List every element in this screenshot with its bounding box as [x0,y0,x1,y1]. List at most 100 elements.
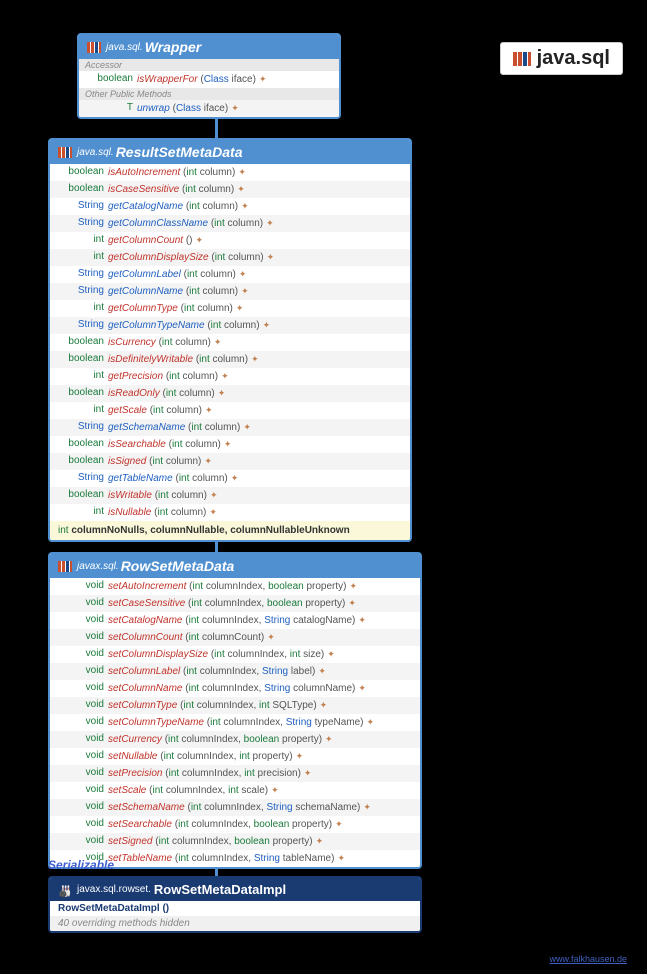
pkg-prefix: javax.sql. [77,561,119,572]
throws-icon: ✦ [214,337,222,347]
pkg-prefix: javax.sql.rowset. [77,884,151,895]
method-row: StringgetColumnLabel (int column)✦ [50,266,410,283]
method-name: getPrecision [108,371,163,382]
method-name: getColumnDisplaySize [108,252,209,263]
method-params: (int column) [155,490,207,501]
method-name: isCurrency [108,337,156,348]
method-params: (int columnIndex, String schemaName) [187,802,360,813]
method-name: getCatalogName [108,201,183,212]
throws-icon: ✦ [209,507,217,517]
throws-icon: ✦ [224,439,232,449]
method-row: booleanisReadOnly (int column)✦ [50,385,410,402]
method-row: StringgetCatalogName (int column)✦ [50,198,410,215]
method-name: getColumnCount [108,235,183,246]
method-params: (int column) [162,388,214,399]
method-params: (int column) [175,473,227,484]
class-header: javax.sql. RowSetMetaData [50,554,420,578]
method-name: isCaseSensitive [108,184,179,195]
method-params: (int column) [166,371,218,382]
return-type: String [56,216,108,231]
return-type: String [56,284,108,299]
section-label: Other Public Methods [79,88,339,100]
throws-icon: ✦ [316,836,324,846]
method-name: isAutoIncrement [108,167,180,178]
method-params: (int column) [183,167,235,178]
method-name: getColumnType [108,303,178,314]
method-name: getColumnName [108,286,183,297]
section-label: Accessor [79,59,339,71]
return-type: int [56,233,108,248]
serializable-label: Serializable [48,858,114,872]
return-type: boolean [56,454,108,469]
method-params: (int column) [188,422,240,433]
return-type: int [56,403,108,418]
method-name: getTableName [108,473,173,484]
method-row: StringgetColumnName (int column)✦ [50,283,410,300]
class-name: ResultSetMetaData [116,144,243,160]
return-type: String [56,420,108,435]
return-type: void [56,817,108,832]
throws-icon: ✦ [296,751,304,761]
footer-link[interactable]: www.falkhausen.de [549,954,627,964]
return-type: void [56,647,108,662]
method-params: (int column) [154,507,206,518]
throws-icon: ✦ [327,649,335,659]
method-name: setColumnCount [108,632,182,643]
throws-icon: ✦ [237,184,245,194]
return-type: boolean [56,386,108,401]
method-params: (int column) [181,303,233,314]
throws-icon: ✦ [259,74,267,84]
class-box-rowsetmetadata: javax.sql. RowSetMetaData voidsetAutoInc… [48,552,422,869]
method-params: (int column) [159,337,211,348]
method-params: (int column) [184,269,236,280]
method-name: setColumnName [108,683,182,694]
method-params: (int columnIndex, String tableName) [175,853,335,864]
return-type: void [56,681,108,696]
method-name: isReadOnly [108,388,160,399]
method-row: voidsetCatalogName (int columnIndex, Str… [50,612,420,629]
books-icon [513,52,531,66]
return-type: boolean [56,335,108,350]
method-row: StringgetTableName (int column)✦ [50,470,410,487]
method-row: voidsetSearchable (int columnIndex, bool… [50,816,420,833]
method-name: setCurrency [108,734,162,745]
method-params: (int column) [207,320,259,331]
method-params: (int columnIndex, String label) [183,666,315,677]
method-row: voidsetColumnLabel (int columnIndex, Str… [50,663,420,680]
return-type: boolean [56,437,108,452]
method-params: (int column) [182,184,234,195]
throws-icon: ✦ [367,717,375,727]
method-params: (int column) [150,405,202,416]
method-row: voidsetCaseSensitive (int columnIndex, b… [50,595,420,612]
throws-icon: ✦ [204,456,212,466]
method-params: (int columnIndex, int precision) [165,768,301,779]
method-name: setColumnType [108,700,177,711]
method-row: voidsetAutoIncrement (int columnIndex, b… [50,578,420,595]
method-name: getScale [108,405,147,416]
method-row: booleanisCaseSensitive (int column)✦ [50,181,410,198]
method-name: setColumnLabel [108,666,180,677]
books-icon [58,561,72,572]
method-params: (int columnIndex, String columnName) [185,683,355,694]
return-type: void [56,715,108,730]
throws-icon: ✦ [348,598,356,608]
return-type: String [56,267,108,282]
return-type: boolean [56,488,108,503]
method-params: (int column) [211,252,263,263]
method-params: (int columnIndex, int property) [160,751,292,762]
method-name: setAutoIncrement [108,581,186,592]
class-name: RowSetMetaData [121,558,235,574]
return-type: T [85,101,137,116]
class-name: Wrapper [145,39,202,55]
pkg-prefix: java.sql. [106,42,143,53]
throws-icon: ✦ [236,303,244,313]
method-row: intgetPrecision (int column)✦ [50,368,410,385]
method-name: setSigned [108,836,152,847]
return-type: boolean [56,352,108,367]
method-row: StringgetColumnClassName (int column)✦ [50,215,410,232]
pkg-prefix: java.sql. [77,147,114,158]
throws-icon: ✦ [243,422,251,432]
method-params: (int column) [186,201,238,212]
inheritance-connector [215,117,218,138]
method-row: voidsetColumnType (int columnIndex, int … [50,697,420,714]
